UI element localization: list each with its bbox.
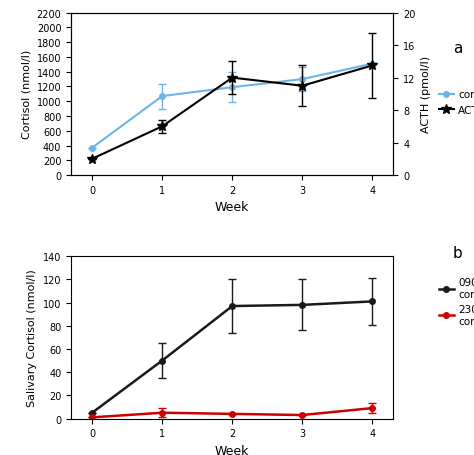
cortisol xyxy=(370,62,375,67)
ACTH xyxy=(300,84,305,89)
X-axis label: Week: Week xyxy=(215,444,249,455)
0900h
cortisol xyxy=(300,303,305,308)
X-axis label: Week: Week xyxy=(215,201,249,214)
Line: ACTH: ACTH xyxy=(87,61,377,164)
ACTH xyxy=(370,64,375,69)
Line: 0900h
cortisol: 0900h cortisol xyxy=(89,299,375,415)
cortisol xyxy=(159,94,165,100)
Y-axis label: Cortisol (nmol/l): Cortisol (nmol/l) xyxy=(21,50,31,139)
2300h
cortisol xyxy=(229,411,235,417)
0900h
cortisol xyxy=(159,358,165,364)
Line: cortisol: cortisol xyxy=(89,62,375,151)
0900h
cortisol xyxy=(370,299,375,304)
0900h
cortisol xyxy=(229,303,235,309)
2300h
cortisol xyxy=(370,405,375,411)
Legend: cortisol, ACTH: cortisol, ACTH xyxy=(434,86,474,120)
Legend: 0900h
cortisol, 2300h
cortisol: 0900h cortisol, 2300h cortisol xyxy=(434,273,474,330)
cortisol xyxy=(229,85,235,91)
ACTH xyxy=(159,124,165,130)
2300h
cortisol xyxy=(300,412,305,418)
Text: a: a xyxy=(453,41,462,56)
Line: 2300h
cortisol: 2300h cortisol xyxy=(89,405,375,420)
0900h
cortisol xyxy=(89,410,95,415)
ACTH xyxy=(229,76,235,81)
ACTH xyxy=(89,157,95,162)
cortisol xyxy=(89,146,95,151)
cortisol xyxy=(300,77,305,83)
Y-axis label: Salivary Cortisol (nmol/l): Salivary Cortisol (nmol/l) xyxy=(27,269,37,406)
2300h
cortisol xyxy=(89,415,95,420)
Text: b: b xyxy=(453,246,463,261)
Y-axis label: ACTH (pmol/l): ACTH (pmol/l) xyxy=(421,56,431,133)
2300h
cortisol xyxy=(159,410,165,415)
